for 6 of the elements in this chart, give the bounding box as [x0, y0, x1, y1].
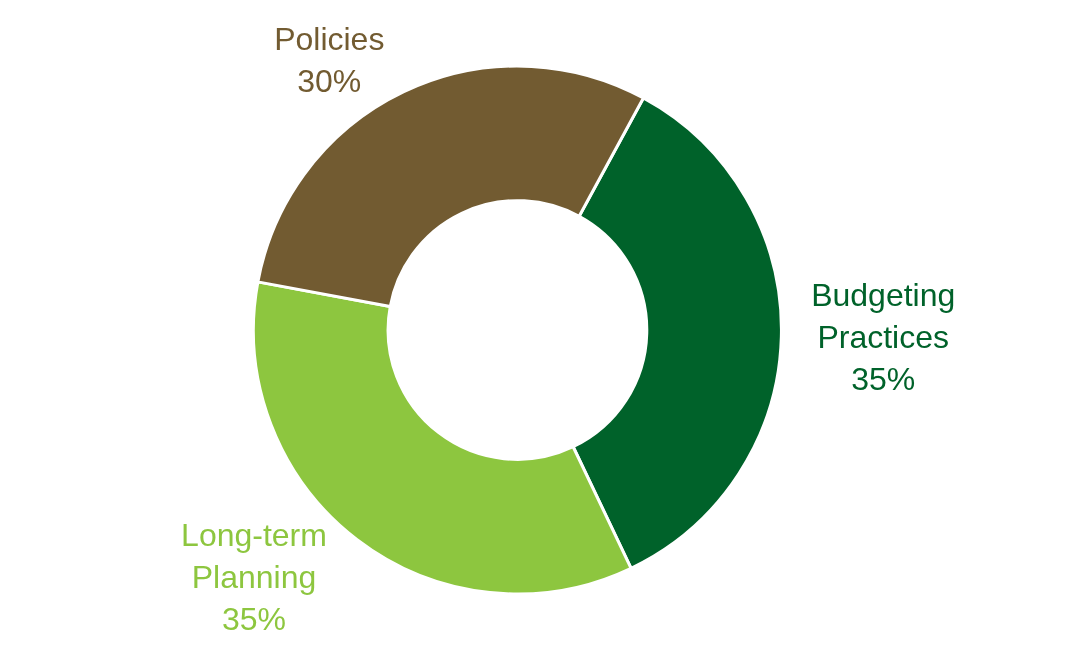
- slice-label: Long-term Planning: [181, 517, 327, 595]
- data-label: 35%: [221, 600, 287, 637]
- slice-label: Policies: [274, 21, 385, 58]
- data-label: 30%: [297, 62, 362, 99]
- data-label: 35%: [851, 360, 916, 397]
- slice-label: Budgeting Practices: [811, 277, 956, 355]
